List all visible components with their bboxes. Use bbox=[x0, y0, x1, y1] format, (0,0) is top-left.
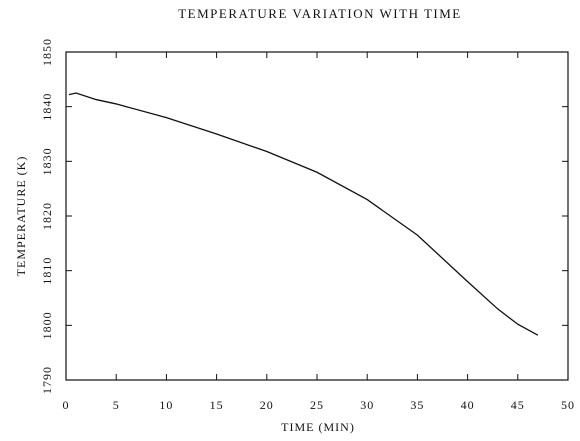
y-tick-label: 1800 bbox=[40, 311, 54, 339]
x-tick-label: 20 bbox=[260, 398, 274, 412]
x-tick-label: 35 bbox=[410, 398, 424, 412]
y-tick-label: 1830 bbox=[40, 147, 54, 175]
x-tick-label: 50 bbox=[561, 398, 575, 412]
x-tick-label: 5 bbox=[113, 398, 120, 412]
x-tick-label: 10 bbox=[159, 398, 173, 412]
x-axis-label: TIME (MIN) bbox=[281, 420, 355, 434]
y-tick-label: 1810 bbox=[40, 257, 54, 285]
x-tick-label: 45 bbox=[511, 398, 525, 412]
x-tick-label: 25 bbox=[310, 398, 324, 412]
x-tick-label: 30 bbox=[360, 398, 374, 412]
y-tick-label: 1840 bbox=[40, 93, 54, 121]
y-tick-label: 1820 bbox=[40, 202, 54, 230]
y-tick-label: 1850 bbox=[40, 38, 54, 66]
y-tick-label: 1790 bbox=[40, 366, 54, 394]
chart-title: TEMPERATURE VARIATION WITH TIME bbox=[178, 6, 462, 21]
plot-frame bbox=[65, 51, 569, 381]
y-axis-label: TEMPERATURE (K) bbox=[14, 156, 28, 277]
x-tick-label: 40 bbox=[461, 398, 475, 412]
x-tick-label: 15 bbox=[210, 398, 224, 412]
data-line bbox=[68, 92, 539, 336]
x-tick-label: 0 bbox=[63, 398, 70, 412]
